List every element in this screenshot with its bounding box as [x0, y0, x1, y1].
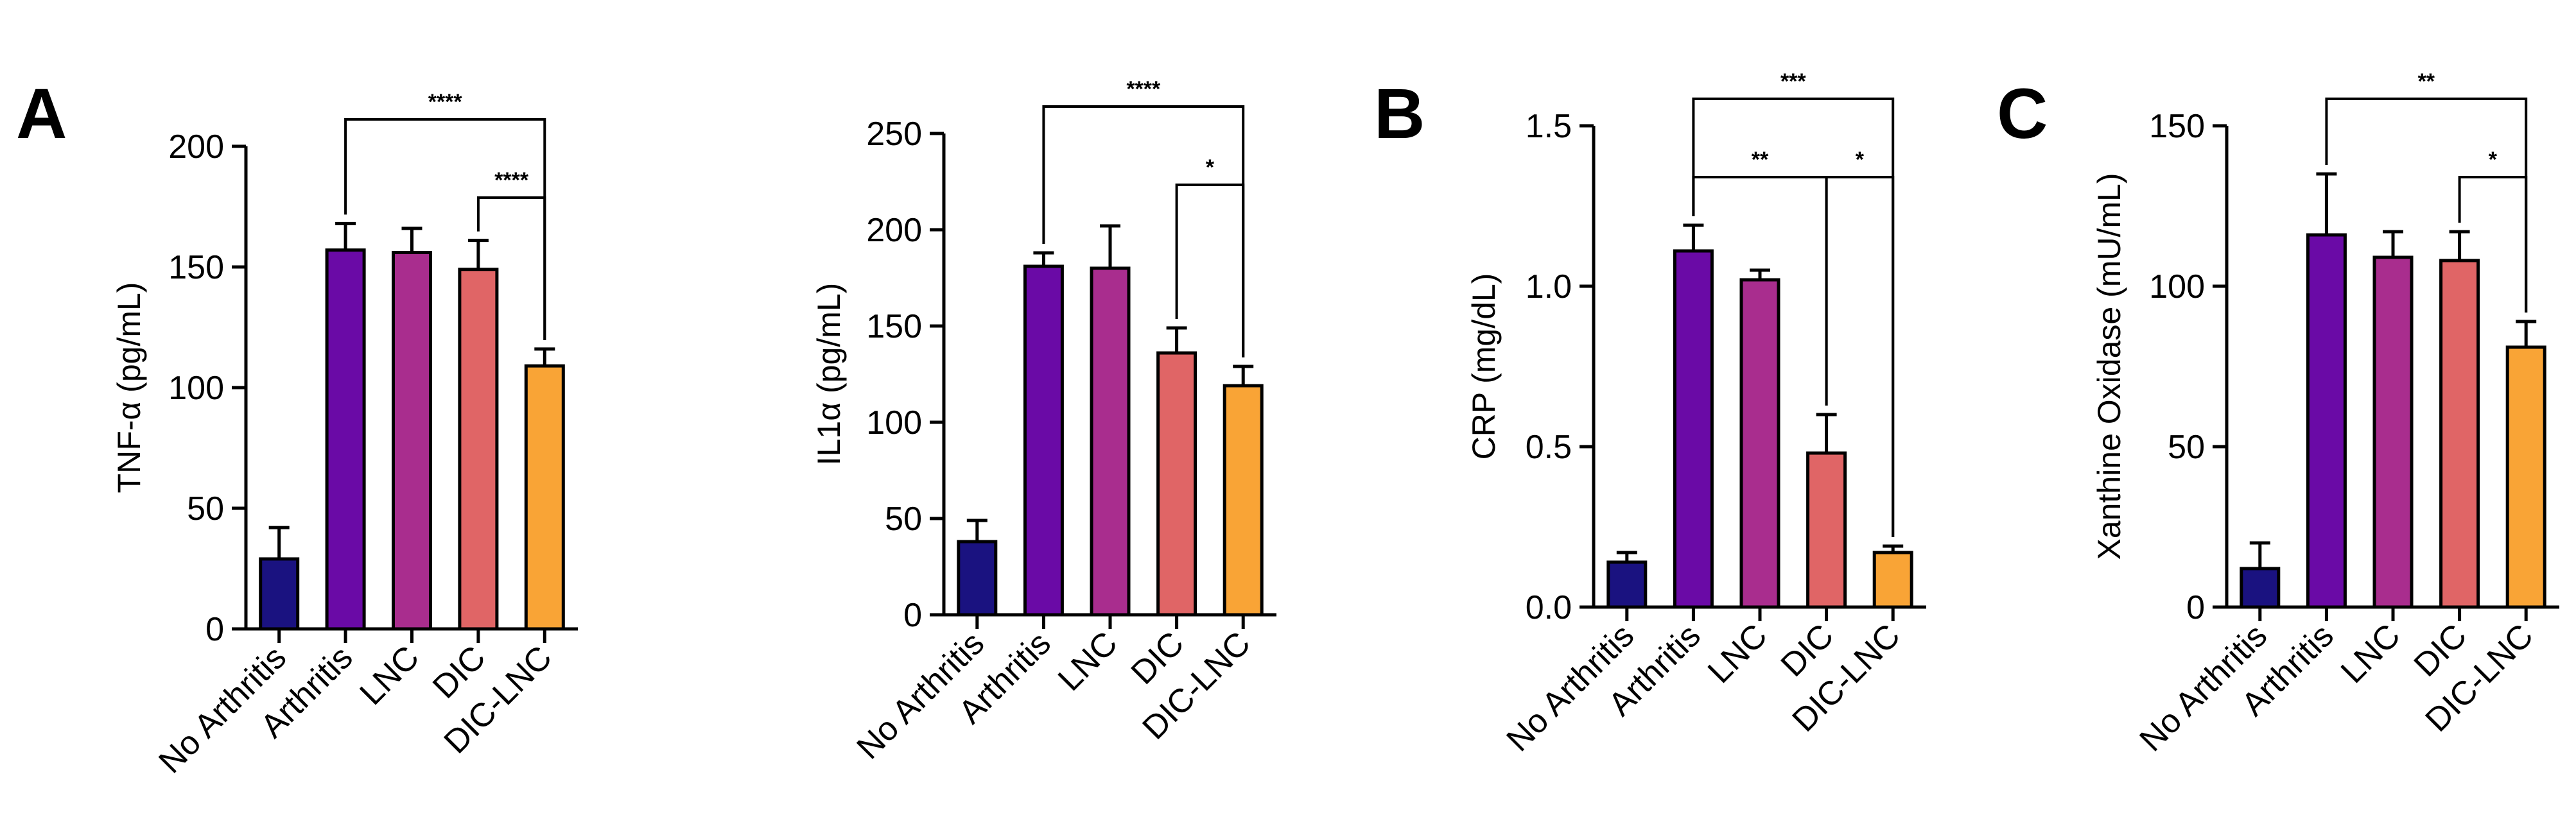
bar	[1739, 278, 1780, 609]
y-tick-label: 0	[2186, 589, 2205, 626]
y-tick-label: 1.0	[1526, 268, 1572, 305]
significance-label: *	[2489, 148, 2498, 172]
bar	[957, 540, 998, 617]
y-tick-label: 100	[866, 404, 922, 442]
significance-bracket	[1825, 176, 1895, 537]
y-tick-label: 100	[2149, 268, 2205, 305]
y-tick-label: 150	[168, 249, 224, 286]
y-tick-label: 1.5	[1526, 108, 1572, 145]
bar	[458, 268, 499, 631]
y-axis-label: IL1α (pg/mL)	[811, 283, 847, 466]
significance-bracket	[2458, 176, 2528, 313]
y-axis-label: TNF-α (pg/mL)	[111, 282, 147, 493]
x-tick-label: LNC	[1701, 617, 1775, 691]
bar	[2505, 345, 2546, 609]
bar	[1090, 266, 1131, 617]
y-axis-label: CRP (mg/dL)	[1466, 273, 1502, 460]
bar	[259, 557, 300, 631]
y-tick-label: 200	[866, 212, 922, 249]
bar	[325, 248, 366, 631]
bar	[2306, 233, 2347, 609]
bar	[1872, 551, 1913, 609]
y-axis-label: Xanthine Oxidase (mU/mL)	[2091, 173, 2127, 560]
bar	[1223, 384, 1264, 617]
significance-bracket	[1175, 184, 1245, 357]
bar	[524, 364, 565, 631]
y-tick-label: 0.5	[1526, 429, 1572, 466]
x-tick-label: LNC	[2334, 617, 2408, 691]
bar	[2240, 567, 2281, 609]
panel-letter: C	[1997, 74, 2048, 153]
significance-label: **	[2418, 69, 2435, 94]
bar	[2372, 255, 2414, 609]
y-tick-label: 50	[2168, 429, 2205, 466]
x-tick-label: LNC	[1051, 624, 1125, 698]
x-tick-label: LNC	[352, 639, 426, 712]
panel-letter: B	[1374, 74, 1425, 153]
y-tick-label: 150	[2149, 108, 2205, 145]
bar	[392, 250, 432, 631]
significance-bracket	[344, 118, 546, 340]
y-tick-label: 0	[205, 611, 224, 648]
significance-label: *	[1856, 148, 1865, 172]
significance-bracket	[1042, 105, 1245, 357]
y-tick-label: 200	[168, 128, 224, 166]
significance-label: ****	[494, 168, 529, 193]
significance-bracket	[476, 196, 546, 340]
bar	[2439, 259, 2480, 609]
y-tick-label: 50	[187, 490, 224, 528]
significance-label: *	[1206, 155, 1215, 180]
significance-bracket	[2325, 98, 2528, 313]
y-tick-label: 150	[866, 308, 922, 345]
significance-label: ***	[1780, 69, 1806, 94]
panel-letter: A	[16, 74, 67, 153]
y-tick-label: 250	[866, 116, 922, 153]
y-tick-label: 0.0	[1526, 589, 1572, 626]
bar	[1806, 451, 1847, 609]
significance-label: **	[1752, 148, 1769, 172]
y-tick-label: 100	[168, 370, 224, 407]
y-tick-label: 50	[885, 501, 922, 538]
y-tick-label: 0	[903, 597, 922, 634]
bar	[1606, 560, 1648, 609]
bar	[1156, 351, 1197, 617]
bar	[1673, 249, 1714, 609]
significance-label: ****	[428, 90, 463, 114]
bar	[1023, 264, 1064, 617]
significance-label: ****	[1126, 77, 1161, 101]
